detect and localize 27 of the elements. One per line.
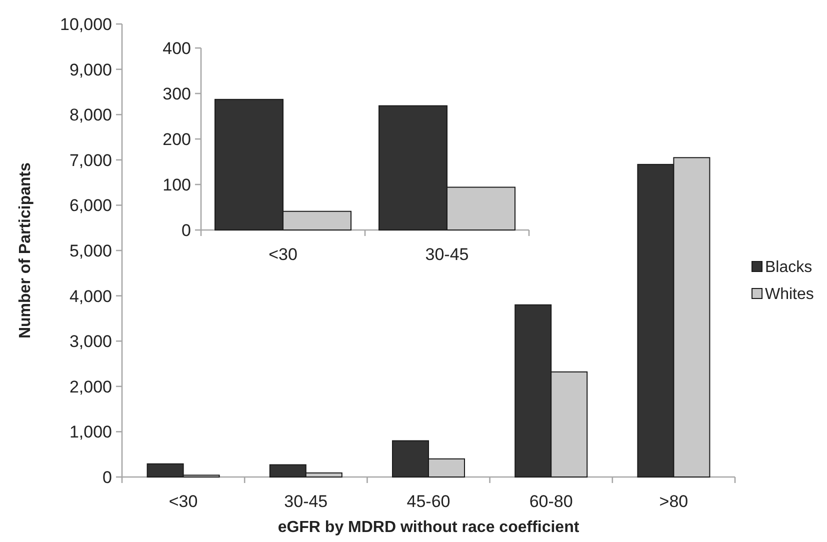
y-tick-label: 3,000 <box>69 332 112 352</box>
y-tick-label: 6,000 <box>69 196 112 216</box>
x-tick-label: 30-45 <box>425 245 469 264</box>
y-tick-label: 400 <box>162 38 191 58</box>
y-tick-label: 4,000 <box>69 286 112 306</box>
y-tick-label: 5,000 <box>69 241 112 260</box>
y-axis-title: Number of Participants <box>17 162 34 339</box>
legend-label: Whites <box>765 286 814 304</box>
x-tick-label: 45-60 <box>406 492 450 511</box>
x-axis-title: eGFR by MDRD without race coefficient <box>278 519 580 536</box>
y-tick-label: 300 <box>162 84 191 104</box>
y-tick-label: 200 <box>162 130 191 149</box>
y-tick-label: 2,000 <box>69 377 112 396</box>
x-tick-label: 30-45 <box>284 492 328 511</box>
y-tick-label: 8,000 <box>69 106 112 125</box>
y-tick-label: 10,000 <box>60 14 112 34</box>
y-tick-label: 7,000 <box>69 150 112 170</box>
legend-label: Blacks <box>765 259 812 276</box>
x-tick-label: <30 <box>168 492 198 511</box>
x-tick-label: 60-80 <box>529 492 573 511</box>
y-tick-label: 100 <box>162 175 191 194</box>
x-tick-label: <30 <box>268 245 298 264</box>
y-tick-label: 0 <box>182 220 191 240</box>
y-tick-label: 9,000 <box>69 60 112 80</box>
y-tick-label: 1,000 <box>69 422 112 442</box>
y-tick-label: 0 <box>102 468 112 487</box>
x-tick-label: >80 <box>659 492 688 511</box>
